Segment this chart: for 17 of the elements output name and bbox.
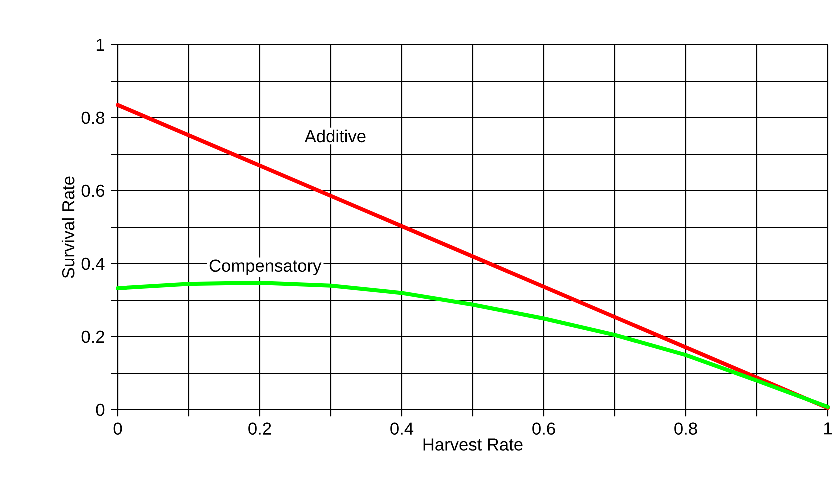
- x-tick-label: 0: [114, 422, 122, 435]
- x-tick-label: 0.8: [674, 422, 698, 435]
- y-tick-label: 0: [96, 404, 105, 416]
- x-axis-title: Harvest Rate: [424, 438, 523, 451]
- line-series: [116, 280, 830, 410]
- y-tick-label: 0.6: [82, 184, 105, 198]
- x-tick-label: 0.6: [532, 422, 556, 435]
- x-tick-label: 0.4: [390, 422, 414, 435]
- y-tick-label: 0.4: [82, 258, 105, 270]
- x-tick-label: 1: [824, 422, 832, 435]
- y-tick-label: 1: [96, 39, 104, 51]
- series-label: Compensatory: [210, 260, 322, 276]
- x-tick-label: 0.2: [248, 422, 272, 435]
- y-tick-label: 0.8: [82, 112, 105, 124]
- y-axis-title: Survival Rate: [62, 176, 75, 278]
- text: Additive: [304, 130, 366, 143]
- y-tick-label: 0.2: [82, 330, 104, 344]
